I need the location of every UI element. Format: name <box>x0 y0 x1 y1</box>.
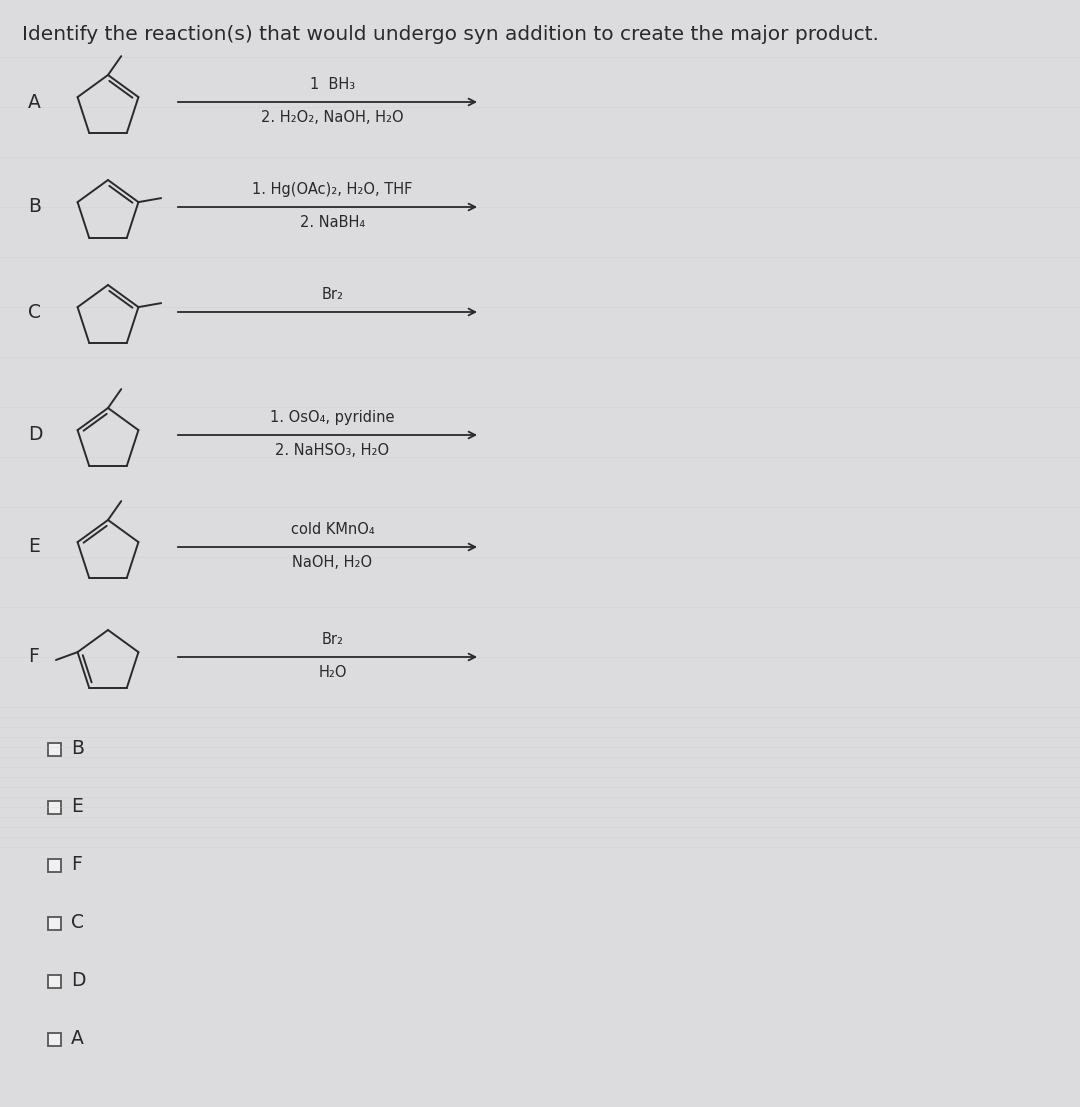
Bar <box>48 743 60 755</box>
Bar <box>48 859 60 871</box>
Text: 2. NaHSO₃, H₂O: 2. NaHSO₃, H₂O <box>275 443 390 458</box>
Text: F: F <box>71 855 82 873</box>
Text: Br₂: Br₂ <box>322 287 343 302</box>
Text: cold KMnO₄: cold KMnO₄ <box>291 523 375 537</box>
Bar <box>48 800 60 814</box>
Text: C: C <box>28 302 41 321</box>
Bar <box>48 1033 60 1045</box>
Text: D: D <box>28 425 42 445</box>
Text: 1. OsO₄, pyridine: 1. OsO₄, pyridine <box>270 410 395 425</box>
Text: 2. H₂O₂, NaOH, H₂O: 2. H₂O₂, NaOH, H₂O <box>261 110 404 125</box>
Text: 1  BH₃: 1 BH₃ <box>310 77 355 92</box>
Text: E: E <box>28 538 40 557</box>
Text: Br₂: Br₂ <box>322 632 343 646</box>
Bar <box>48 917 60 930</box>
Text: 1. Hg(OAc)₂, H₂O, THF: 1. Hg(OAc)₂, H₂O, THF <box>253 182 413 197</box>
Text: F: F <box>28 648 39 666</box>
Text: Identify the reaction(s) that would undergo syn addition to create the major pro: Identify the reaction(s) that would unde… <box>22 25 879 44</box>
Text: NaOH, H₂O: NaOH, H₂O <box>293 555 373 570</box>
Text: C: C <box>71 912 84 931</box>
Text: 2. NaBH₄: 2. NaBH₄ <box>300 215 365 230</box>
Text: D: D <box>71 971 85 990</box>
Text: E: E <box>71 797 83 816</box>
Bar <box>48 974 60 987</box>
Text: H₂O: H₂O <box>319 665 347 680</box>
Text: A: A <box>71 1028 84 1047</box>
Text: A: A <box>28 93 41 112</box>
Text: B: B <box>71 738 84 757</box>
Text: B: B <box>28 197 41 217</box>
